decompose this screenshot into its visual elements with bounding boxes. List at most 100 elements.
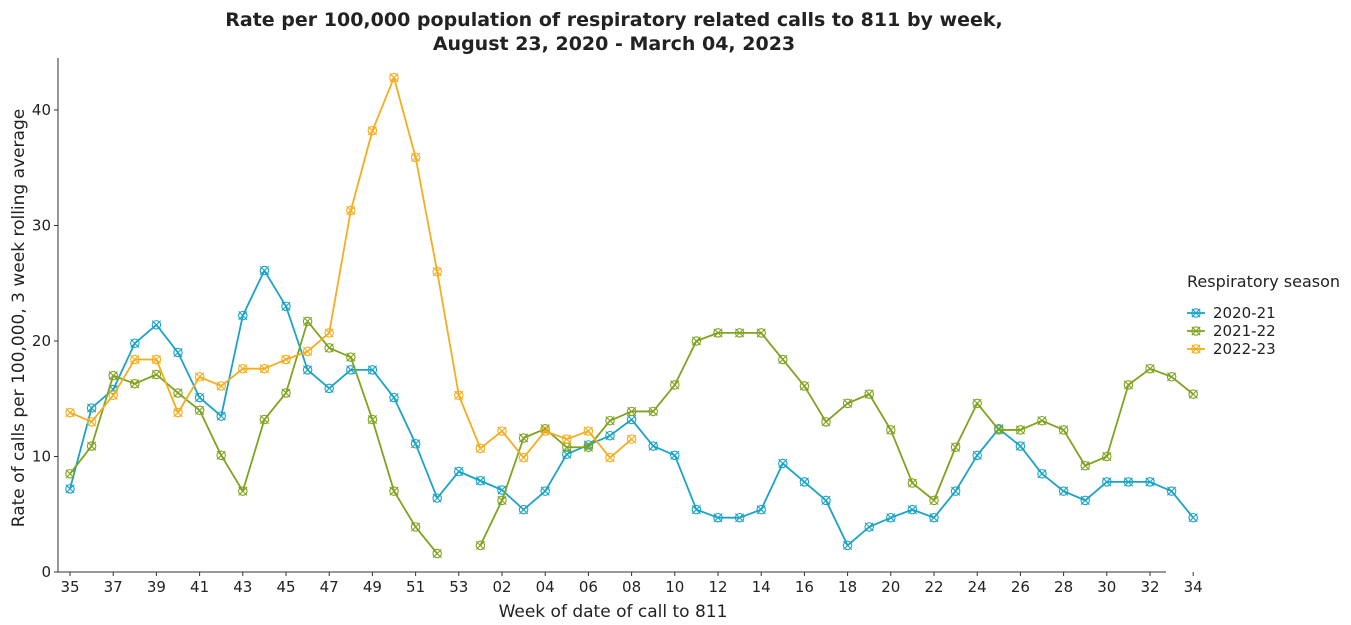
data-point <box>605 430 615 441</box>
marker-circle <box>389 72 399 83</box>
marker-circle <box>194 392 205 403</box>
y-tick-label: 20 <box>32 332 51 350</box>
marker-cross <box>216 450 226 460</box>
marker-cross <box>303 365 313 375</box>
marker-cross <box>519 505 529 515</box>
marker-cross <box>497 485 507 495</box>
marker-circle <box>259 363 270 374</box>
marker-circle <box>842 540 853 551</box>
marker-circle <box>151 354 162 365</box>
data-point <box>432 266 442 277</box>
data-point <box>1037 469 1047 479</box>
marker-cross <box>605 416 615 426</box>
marker-circle <box>173 407 183 418</box>
marker-circle <box>605 452 615 463</box>
data-point <box>583 442 594 453</box>
series-2020-21 <box>65 265 1198 551</box>
marker-cross <box>756 505 766 515</box>
marker-circle <box>626 434 637 444</box>
marker-cross <box>994 425 1004 435</box>
data-point <box>497 495 507 506</box>
data-point <box>626 434 637 444</box>
marker-circle <box>194 372 205 382</box>
marker-cross <box>475 540 485 551</box>
legend-marker <box>1191 308 1201 318</box>
data-point <box>1145 477 1155 487</box>
data-point <box>194 405 205 416</box>
data-point <box>194 372 205 382</box>
marker-circle <box>648 441 658 451</box>
data-point <box>86 441 97 451</box>
data-point <box>907 478 918 488</box>
marker-circle <box>1145 477 1155 487</box>
marker-circle <box>216 381 226 391</box>
chart-title-line-2: August 23, 2020 - March 04, 2023 <box>433 33 795 55</box>
legend-marker <box>1191 344 1201 354</box>
data-point <box>410 152 421 163</box>
marker-circle <box>151 320 162 330</box>
data-point <box>648 406 658 417</box>
marker-cross <box>108 390 118 400</box>
marker-cross <box>778 354 788 365</box>
x-tick-label: 53 <box>449 578 468 596</box>
marker-cross <box>324 383 334 393</box>
marker-cross <box>65 408 75 418</box>
marker-cross <box>87 441 97 451</box>
marker-cross <box>735 513 745 523</box>
data-point <box>972 398 982 409</box>
marker-cross <box>929 513 939 523</box>
marker-circle <box>1037 469 1047 479</box>
data-point <box>302 346 313 357</box>
marker-circle <box>799 381 810 391</box>
marker-cross <box>1188 513 1198 523</box>
marker-cross <box>1037 469 1047 479</box>
data-point <box>562 449 572 459</box>
marker-cross <box>238 364 248 374</box>
marker-circle <box>367 365 378 375</box>
marker-cross <box>1188 389 1198 399</box>
x-tick-label: 51 <box>406 578 425 596</box>
marker-circle <box>238 486 248 496</box>
legend-item-2020-21: 2020-21 <box>1187 304 1276 322</box>
marker-circle <box>173 388 183 398</box>
marker-cross <box>1123 380 1133 390</box>
marker-circle <box>432 548 442 559</box>
marker-circle <box>518 452 529 463</box>
marker-cross <box>691 336 701 346</box>
marker-circle <box>1058 486 1069 496</box>
data-point <box>432 548 442 559</box>
marker-cross <box>627 406 637 417</box>
data-point <box>1015 441 1026 451</box>
marker-circle <box>259 414 270 425</box>
marker-cross <box>907 478 917 488</box>
marker-circle <box>540 426 550 436</box>
marker-cross <box>864 389 874 399</box>
marker-circle <box>1191 326 1201 336</box>
marker-cross <box>735 328 745 338</box>
marker-cross <box>778 458 788 469</box>
marker-circle <box>950 442 961 453</box>
data-point <box>281 301 291 312</box>
marker-cross <box>216 411 226 421</box>
data-point <box>583 426 594 436</box>
x-tick-label: 34 <box>1184 578 1203 596</box>
data-point <box>1058 486 1069 496</box>
marker-circle <box>756 328 766 338</box>
data-point <box>1102 451 1112 462</box>
marker-cross <box>540 426 550 436</box>
marker-cross <box>799 477 809 487</box>
data-point <box>238 363 248 374</box>
data-point <box>173 347 183 358</box>
x-tick-label: 30 <box>1097 578 1116 596</box>
marker-cross <box>519 433 529 443</box>
data-point <box>540 426 550 436</box>
marker-cross <box>713 328 723 338</box>
data-point <box>929 512 939 523</box>
data-point <box>778 354 788 365</box>
data-point <box>842 398 853 409</box>
marker-circle <box>108 390 118 401</box>
marker-circle <box>1166 372 1177 382</box>
marker-cross <box>303 316 313 326</box>
data-point <box>130 354 140 365</box>
marker-circle <box>907 478 918 488</box>
